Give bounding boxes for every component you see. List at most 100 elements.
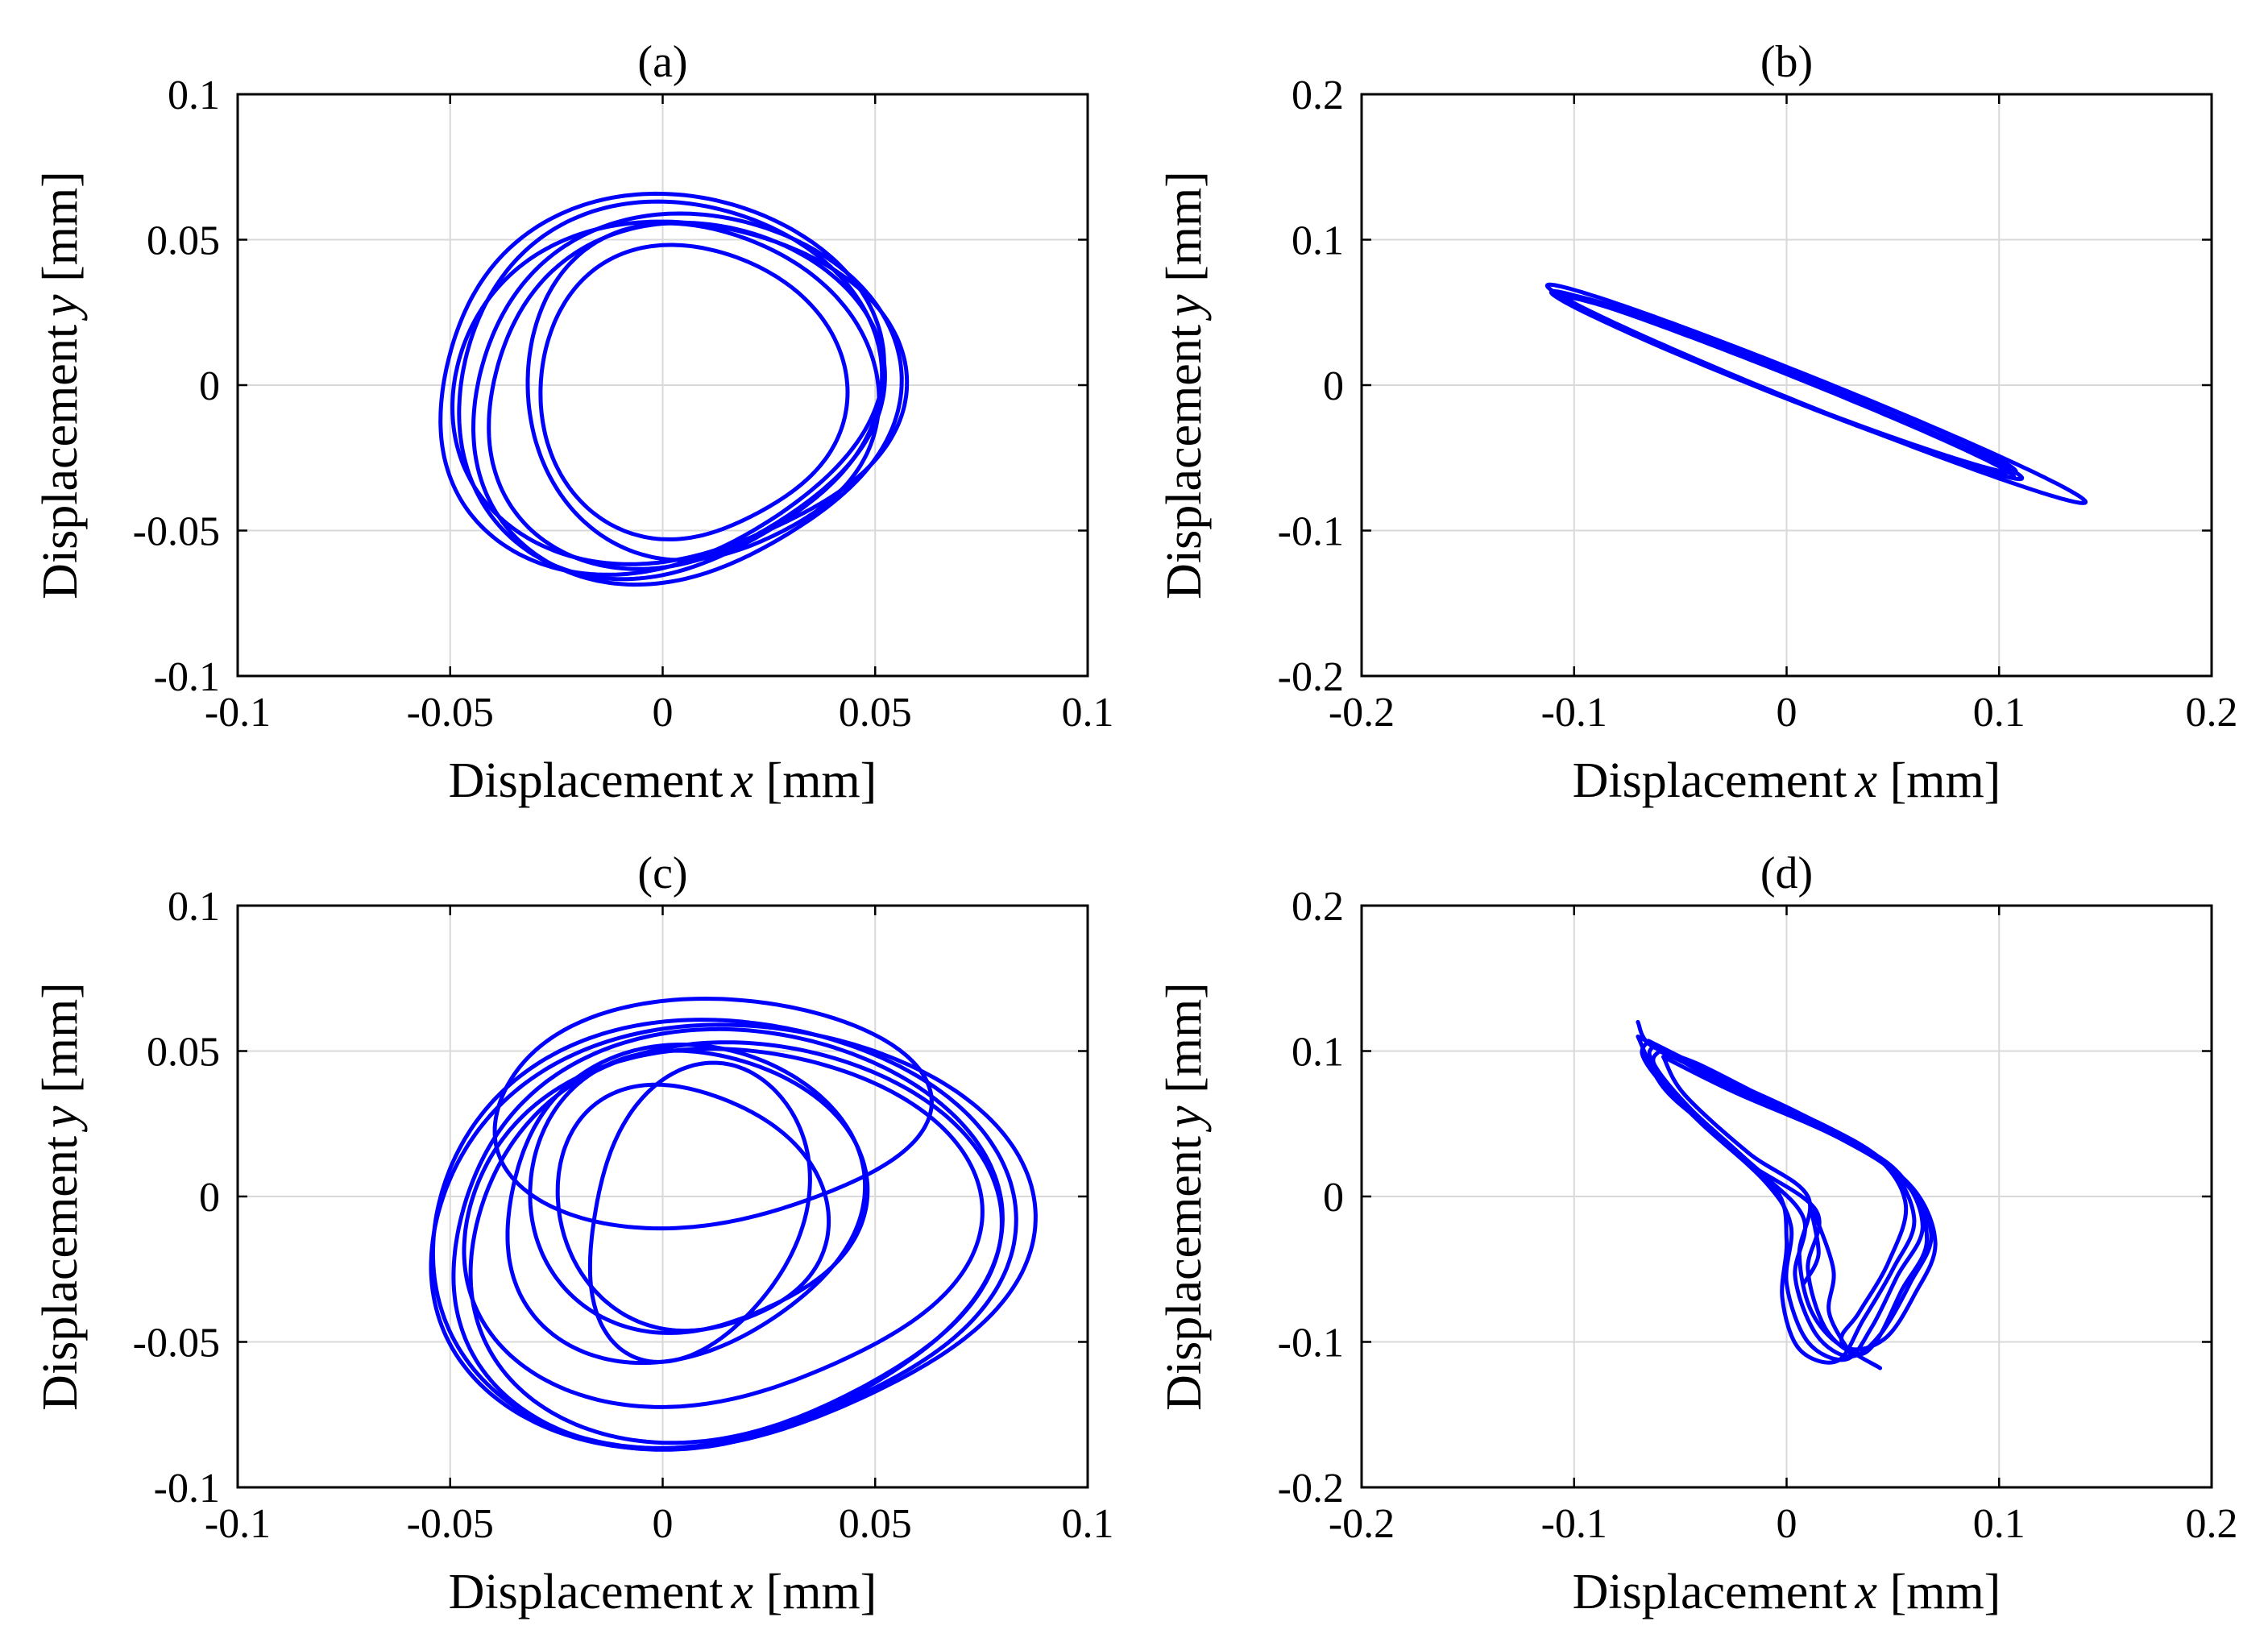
panel-title: (b) bbox=[1760, 37, 1813, 87]
y-axis-label-unit: [mm] bbox=[33, 171, 88, 294]
y-tick-label: 0 bbox=[1323, 363, 1344, 409]
orbit-loop-2 bbox=[1559, 292, 2018, 475]
plot-area bbox=[1544, 282, 2088, 505]
y-axis-label-unit: [mm] bbox=[1157, 171, 1212, 294]
y-axis-label-unit: [mm] bbox=[1157, 982, 1212, 1105]
y-axis-label-text: Displacement bbox=[33, 325, 88, 599]
y-tick-label: -0.1 bbox=[1278, 509, 1344, 555]
x-tick-label: 0 bbox=[653, 1501, 674, 1547]
x-axis-label-text: Displacement bbox=[449, 1565, 724, 1619]
orbit-path-6 bbox=[1636, 1019, 1909, 1371]
x-tick-label: 0.05 bbox=[839, 1501, 912, 1547]
y-tick-label: -0.05 bbox=[133, 1321, 220, 1366]
y-axis-label-variable: y bbox=[33, 294, 88, 321]
x-tick-label: -0.05 bbox=[407, 690, 494, 736]
orbit-loop-7 bbox=[538, 243, 850, 541]
x-tick-label: -0.2 bbox=[1329, 690, 1395, 736]
y-tick-label: 0.1 bbox=[1292, 218, 1344, 264]
x-axis-label-unit: [mm] bbox=[753, 753, 877, 808]
x-tick-label: -0.05 bbox=[407, 1501, 494, 1547]
x-axis-label: Displacement x [mm] bbox=[449, 1565, 877, 1619]
y-tick-label: 0.2 bbox=[1292, 73, 1344, 118]
x-axis-label: Displacement x [mm] bbox=[449, 753, 877, 808]
orbit-loop-5 bbox=[1544, 282, 2088, 505]
y-axis-label: Displacement y [mm] bbox=[33, 982, 88, 1411]
y-axis-label-variable: y bbox=[33, 1105, 88, 1133]
orbit-loop-4 bbox=[525, 221, 881, 562]
y-axis-label: Displacement y [mm] bbox=[1157, 171, 1212, 599]
orbit-loop-9 bbox=[462, 1047, 985, 1409]
orbit-loop-3 bbox=[430, 1018, 1018, 1450]
x-tick-label: 0.1 bbox=[1062, 1501, 1114, 1547]
x-axis-label-text: Displacement bbox=[449, 753, 724, 808]
x-tick-label: 0.1 bbox=[1973, 1501, 2025, 1547]
orbit-path-5 bbox=[1661, 1055, 1938, 1352]
x-axis-label-text: Displacement bbox=[1573, 753, 1847, 808]
x-tick-label: 0 bbox=[653, 690, 674, 736]
panel-d: -0.2 -0.1 0 0.1 0.2 -0.2 -0.1 0 0.1 0.2 (d) Displac… bbox=[1157, 848, 2238, 1619]
panel-c: -0.1 -0.05 0 0.05 0.1 -0.1 -0.05 0 0.05 0.1 (c) Dis… bbox=[33, 848, 1114, 1619]
plot-area bbox=[429, 997, 1038, 1452]
y-tick-label: -0.2 bbox=[1278, 1466, 1344, 1512]
y-axis-label-text: Displacement bbox=[33, 1136, 88, 1411]
y-axis-label-text: Displacement bbox=[1157, 325, 1212, 599]
orbit-loop-7 bbox=[505, 1043, 868, 1365]
orbit-path-7 bbox=[1802, 1209, 1853, 1356]
panel-a: -0.1 -0.05 0 0.05 0.1 -0.1 -0.05 0 0.05 0.1 (a) Dis… bbox=[33, 37, 1114, 808]
orbit-loop-4 bbox=[468, 1040, 1004, 1445]
x-tick-label: 0 bbox=[1777, 1501, 1797, 1547]
x-axis-label: Displacement x [mm] bbox=[1573, 753, 2001, 808]
x-tick-label: 0.1 bbox=[1062, 690, 1114, 736]
x-tick-label: 0.2 bbox=[2186, 690, 2238, 736]
y-tick-label: 0.05 bbox=[147, 218, 220, 264]
x-tick-label: -0.1 bbox=[1541, 1501, 1607, 1547]
x-tick-label: 0 bbox=[1777, 690, 1797, 736]
y-axis-label-variable: y bbox=[1157, 294, 1212, 321]
y-tick-label: -0.05 bbox=[133, 509, 220, 555]
x-tick-label: 0.2 bbox=[2186, 1501, 2238, 1547]
x-axis-label-text: Displacement bbox=[1573, 1565, 1847, 1619]
y-axis-label-variable: y bbox=[1157, 1105, 1212, 1133]
x-axis-label-variable: x bbox=[1855, 753, 1878, 808]
orbit-loop-8 bbox=[555, 1082, 831, 1333]
panel-title: (a) bbox=[637, 37, 687, 87]
orbit-loop-2 bbox=[471, 211, 904, 587]
x-axis-label: Displacement x [mm] bbox=[1573, 1565, 2001, 1619]
panel-title: (c) bbox=[637, 848, 687, 898]
y-axis-label: Displacement y [mm] bbox=[33, 171, 88, 599]
y-axis-label: Displacement y [mm] bbox=[1157, 982, 1212, 1411]
y-tick-label: 0.05 bbox=[147, 1030, 220, 1076]
x-axis-label-unit: [mm] bbox=[1877, 1565, 2001, 1619]
orbit-loop-6 bbox=[487, 221, 887, 571]
orbit-loop-5 bbox=[457, 199, 885, 582]
y-tick-label: 0 bbox=[199, 1175, 220, 1221]
x-axis-label-variable: x bbox=[1855, 1565, 1878, 1619]
x-tick-label: 0.05 bbox=[839, 690, 912, 736]
y-tick-label: 0.1 bbox=[1292, 1030, 1344, 1076]
y-axis-label-unit: [mm] bbox=[33, 982, 88, 1105]
panel-title: (d) bbox=[1760, 848, 1813, 898]
y-tick-label: 0.2 bbox=[1292, 884, 1344, 930]
x-axis-label-variable: x bbox=[731, 753, 754, 808]
y-tick-label: -0.1 bbox=[154, 1466, 220, 1512]
y-axis-label-text: Displacement bbox=[1157, 1136, 1212, 1411]
y-tick-label: -0.1 bbox=[1278, 1321, 1344, 1366]
x-tick-label: -0.1 bbox=[205, 1501, 271, 1547]
plot-area bbox=[438, 191, 910, 587]
orbit-loop-3 bbox=[438, 191, 886, 577]
x-axis-label-unit: [mm] bbox=[1877, 753, 2001, 808]
y-tick-label: -0.1 bbox=[154, 654, 220, 700]
x-tick-label: 0.1 bbox=[1973, 690, 2025, 736]
y-tick-label: 0 bbox=[199, 363, 220, 409]
orbit-loop-1 bbox=[429, 1022, 1038, 1452]
y-tick-label: 0 bbox=[1323, 1175, 1344, 1221]
x-tick-label: -0.1 bbox=[1541, 690, 1607, 736]
y-tick-label: 0.1 bbox=[168, 73, 220, 118]
plot-area bbox=[1636, 1019, 1938, 1371]
y-tick-label: -0.2 bbox=[1278, 654, 1344, 700]
orbit-loop-10 bbox=[587, 1060, 812, 1364]
y-tick-label: 0.1 bbox=[168, 884, 220, 930]
x-tick-label: -0.1 bbox=[205, 690, 271, 736]
panel-b: -0.2 -0.1 0 0.1 0.2 -0.2 -0.1 0 0.1 0.2 (b) Displac… bbox=[1157, 37, 2238, 808]
